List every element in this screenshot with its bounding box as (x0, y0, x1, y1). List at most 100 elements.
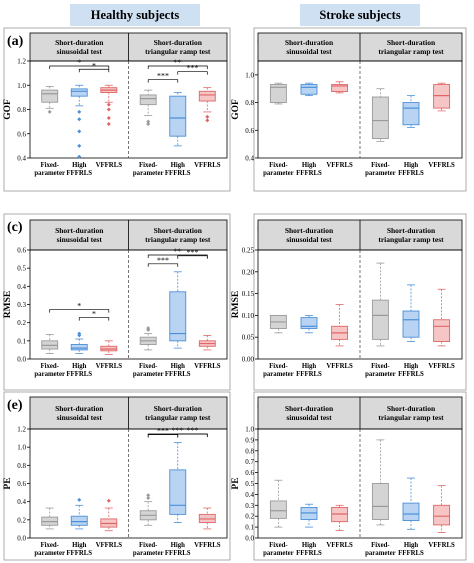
y-tick-label: 1.2 (17, 426, 26, 434)
significance-bracket (78, 317, 110, 321)
y-tick-label: 0.6 (17, 130, 26, 138)
significance-label: ** (174, 247, 182, 256)
y-tick-label: 0.0 (17, 535, 26, 543)
strip-label-sin: sinusoidal test (286, 413, 332, 422)
y-tick-label: 1.2 (17, 58, 26, 66)
significance-label: *** (157, 72, 169, 81)
y-tick-label: 1.0 (245, 426, 254, 434)
y-axis-label: RMSE (231, 291, 241, 318)
x-category-label: VFFRLS (96, 363, 123, 370)
strip-label-sin: Short-duration (285, 226, 334, 235)
y-tick-label: 0.2 (17, 516, 26, 524)
box (139, 94, 157, 106)
significance-label: *** (157, 427, 169, 436)
outlier-point (47, 109, 52, 114)
significance-label: *** (187, 248, 199, 257)
box (70, 344, 88, 351)
y-tick-label: 0.2 (17, 319, 26, 327)
box (198, 90, 216, 102)
x-category-label: High (171, 162, 186, 169)
box (70, 515, 88, 526)
x-category-label: High (171, 363, 186, 370)
y-tick-label: 0.5 (245, 480, 254, 488)
x-category-label: parameter (34, 170, 65, 177)
y-tick-label: 0.2 (245, 513, 254, 521)
x-category-label: FFFRLS (296, 170, 322, 177)
y-tick-label: 0.8 (17, 106, 26, 114)
significance-label: *** (157, 256, 169, 265)
strip-label-ramp: triangular ramp test (378, 235, 444, 244)
x-category-label: Fixed- (139, 363, 158, 370)
outlier-point (106, 115, 111, 120)
strip-label-ramp: Short-duration (387, 226, 436, 235)
outlier-point (77, 497, 82, 502)
y-tick-label: 0.7 (245, 458, 254, 466)
x-category-label: High (302, 162, 317, 169)
x-category-label: VFFRLS (96, 162, 123, 169)
y-tick-label: 0.5 (17, 265, 26, 273)
box (402, 310, 420, 338)
box (331, 84, 349, 92)
y-tick-label: 1.0 (245, 71, 254, 79)
x-category-label: parameter (263, 371, 294, 378)
y-axis-label: RMSE (3, 291, 13, 318)
y-tick-label: 0.3 (245, 502, 254, 510)
significance-label: * (92, 310, 96, 319)
x-category-label: High (302, 542, 317, 549)
significance-label: * (77, 302, 81, 311)
strip-label-ramp: triangular ramp test (378, 47, 444, 56)
outlier-point (106, 122, 111, 127)
significance-label: *** (187, 426, 199, 435)
outlier-point (146, 122, 151, 127)
x-category-label: VFFRLS (428, 363, 455, 370)
strip-label-ramp: Short-duration (387, 404, 436, 413)
y-tick-label: 0.1 (245, 524, 254, 532)
outlier-point (106, 107, 111, 112)
strip-label-ramp: triangular ramp test (145, 47, 211, 56)
x-category-label: Fixed- (40, 363, 59, 370)
y-axis-label: GOF (3, 99, 13, 120)
x-category-label: High (171, 542, 186, 549)
strip-label-sin: Short-duration (55, 38, 104, 47)
significance-bracket (177, 255, 208, 259)
strip-label-ramp: Short-duration (154, 38, 203, 47)
significance-bracket (147, 79, 179, 83)
outlier-point (146, 493, 151, 498)
strip-label-ramp: Short-duration (154, 404, 203, 413)
x-category-label: VFFRLS (326, 363, 353, 370)
strip-label-sin: sinusoidal test (286, 235, 332, 244)
panel-label: (e) (7, 398, 23, 413)
panel-label: (c) (7, 220, 23, 235)
x-category-label: FFFRLS (66, 170, 92, 177)
y-tick-label: 0.9 (245, 436, 254, 444)
box (70, 88, 88, 97)
box (402, 502, 420, 522)
strip-label-sin: Short-duration (55, 226, 104, 235)
y-tick-label: 0.05 (242, 334, 255, 342)
x-category-label: FFFRLS (398, 371, 424, 378)
stroke-subjects-header: Stroke subjects (300, 4, 420, 26)
outlier-point (106, 102, 111, 107)
x-category-label: FFFRLS (165, 371, 191, 378)
x-category-label: VFFRLS (194, 363, 221, 370)
box (300, 317, 318, 329)
box (300, 84, 318, 95)
significance-label: *** (187, 64, 199, 73)
box (402, 102, 420, 126)
y-tick-label: 1.0 (17, 82, 26, 90)
strip-label-sin: sinusoidal test (286, 47, 332, 56)
x-category-label: VFFRLS (428, 542, 455, 549)
y-tick-label: 0.6 (17, 247, 26, 255)
significance-bracket (49, 65, 110, 69)
x-category-label: Fixed- (371, 542, 390, 549)
x-category-label: VFFRLS (326, 162, 353, 169)
x-category-label: FFFRLS (66, 371, 92, 378)
box (433, 319, 451, 343)
x-category-label: High (72, 363, 87, 370)
y-tick-label: 0.4 (17, 283, 26, 291)
